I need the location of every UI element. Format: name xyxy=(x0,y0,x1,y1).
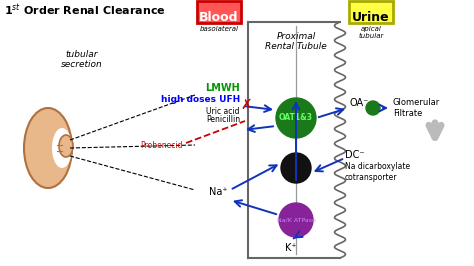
Text: ✗: ✗ xyxy=(240,98,252,112)
Text: Probenecid: Probenecid xyxy=(140,140,183,149)
Text: apical
tubular: apical tubular xyxy=(358,26,383,39)
FancyBboxPatch shape xyxy=(349,1,393,23)
Text: Proximal
Rental Tubule: Proximal Rental Tubule xyxy=(265,32,327,51)
Text: basolateral: basolateral xyxy=(200,26,238,32)
Bar xyxy=(248,22,340,258)
Circle shape xyxy=(366,101,380,115)
Text: OA⁻: OA⁻ xyxy=(350,98,369,108)
Text: Uric acid: Uric acid xyxy=(207,106,240,115)
Ellipse shape xyxy=(59,135,73,157)
Text: tubular: tubular xyxy=(66,50,98,59)
Text: Urine: Urine xyxy=(352,11,390,24)
Text: Na/K ATPase: Na/K ATPase xyxy=(276,218,315,222)
Text: Na⁺: Na⁺ xyxy=(209,187,228,197)
Text: high doses UFH: high doses UFH xyxy=(161,95,240,105)
Text: K⁺: K⁺ xyxy=(285,243,297,253)
Text: OAT1&3: OAT1&3 xyxy=(279,114,313,123)
FancyBboxPatch shape xyxy=(197,1,241,23)
Text: LMWH: LMWH xyxy=(205,83,240,93)
Ellipse shape xyxy=(24,108,72,188)
Ellipse shape xyxy=(52,128,72,168)
Text: Blood: Blood xyxy=(199,11,239,24)
Text: secretion: secretion xyxy=(61,60,103,69)
Text: Penicillin: Penicillin xyxy=(206,115,240,124)
Text: DC⁻: DC⁻ xyxy=(345,150,365,160)
Circle shape xyxy=(279,203,313,237)
Text: Glomerular
Filtrate: Glomerular Filtrate xyxy=(393,98,440,118)
Text: Na dicarboxylate
cotransporter: Na dicarboxylate cotransporter xyxy=(345,162,410,182)
Circle shape xyxy=(281,153,311,183)
Circle shape xyxy=(276,98,316,138)
Text: 1$^{st}$ Order Renal Clearance: 1$^{st}$ Order Renal Clearance xyxy=(4,2,166,18)
